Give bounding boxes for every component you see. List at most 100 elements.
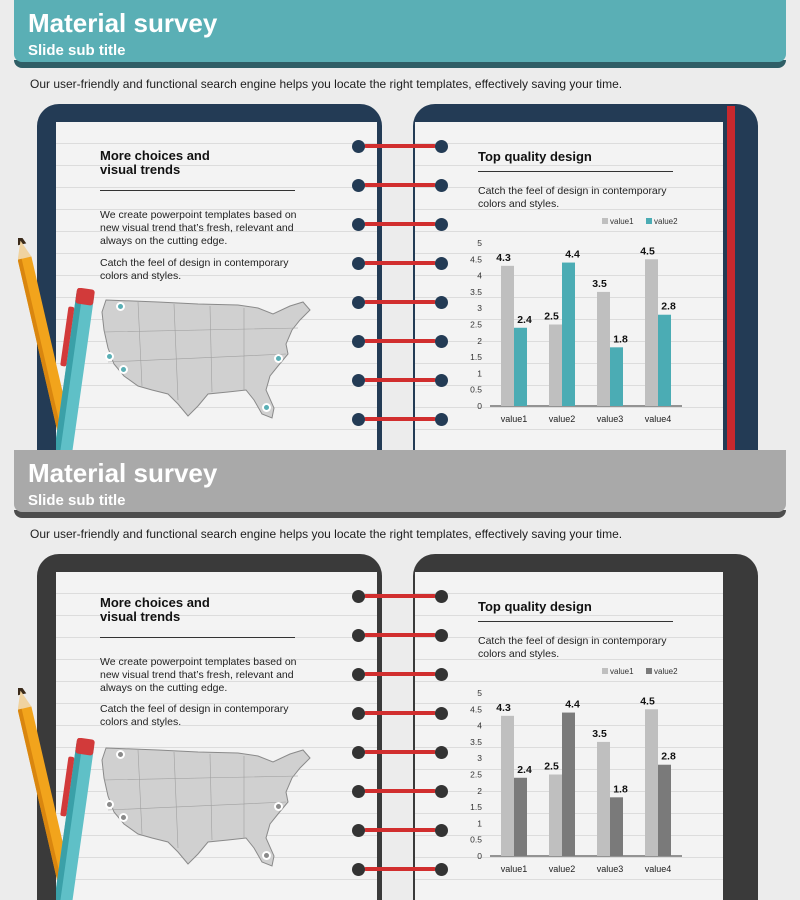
y-tick-label: 0 (477, 401, 482, 411)
left-paragraph-2-line1: Catch the feel of design in contemporary (100, 257, 289, 269)
legend-swatch (646, 668, 652, 674)
bar (549, 324, 562, 406)
data-label: 2.5 (544, 311, 559, 323)
right-heading: Top quality design (478, 599, 592, 614)
spiral-wire (364, 300, 436, 304)
left-heading: More choices and visual trends (100, 596, 210, 624)
spiral-wire (364, 633, 436, 637)
y-tick-label: 4 (477, 721, 482, 731)
legend-swatch (646, 218, 652, 224)
left-heading-line2: visual trends (100, 162, 181, 177)
data-label: 2.4 (517, 764, 532, 776)
data-label: 2.5 (544, 761, 559, 773)
x-tick-label: value3 (597, 414, 624, 424)
spiral-ring (435, 590, 448, 603)
title-banner-band: Material survey Slide sub title (14, 0, 786, 62)
spiral-ring (435, 374, 448, 387)
spiral-wire (364, 828, 436, 832)
bar (610, 347, 623, 406)
map-pin-icon (105, 800, 114, 809)
data-label: 3.5 (592, 278, 607, 290)
y-tick-label: 2 (477, 336, 482, 346)
bar (610, 797, 623, 856)
map-pin-icon (105, 352, 114, 361)
map-pin-icon (262, 403, 271, 412)
map-pin-icon (274, 802, 283, 811)
spiral-wire (364, 711, 436, 715)
spiral-ring (352, 374, 365, 387)
spiral-ring (352, 179, 365, 192)
data-label: 2.8 (661, 751, 676, 763)
y-tick-label: 2.5 (470, 770, 482, 780)
left-heading-rule (100, 637, 295, 638)
spiral-ring (435, 668, 448, 681)
left-heading-line2: visual trends (100, 609, 181, 624)
map-pin-icon (116, 750, 125, 759)
spiral-wire (364, 672, 436, 676)
data-label: 1.8 (613, 783, 628, 795)
legend-label: value2 (654, 217, 678, 226)
spiral-wire (364, 183, 436, 187)
spiral-wire (364, 594, 436, 598)
right-paragraph-line1: Catch the feel of design in contemporary (478, 635, 667, 647)
spiral-ring (352, 590, 365, 603)
pen-icon (56, 738, 95, 900)
legend-label: value1 (610, 667, 634, 676)
data-label: 1.8 (613, 333, 628, 345)
spiral-ring (435, 746, 448, 759)
data-label: 4.4 (565, 249, 580, 261)
x-tick-label: value4 (645, 864, 672, 874)
legend-swatch (602, 668, 608, 674)
title-banner-band: Material survey Slide sub title (14, 450, 786, 512)
map-pin-icon (274, 354, 283, 363)
spiral-ring (352, 746, 365, 759)
right-heading-rule (478, 621, 673, 622)
left-paragraph-1-line2: new visual trend that’s fresh, relevant … (100, 222, 294, 234)
y-tick-label: 1.5 (470, 352, 482, 362)
spiral-wire (364, 261, 436, 265)
left-paragraph-1-line2: new visual trend that’s fresh, relevant … (100, 669, 294, 681)
y-tick-label: 5 (477, 238, 482, 248)
y-tick-label: 1.5 (470, 802, 482, 812)
title-banner-shadow (14, 510, 786, 518)
legend-label: value1 (610, 217, 634, 226)
x-tick-label: value4 (645, 414, 672, 424)
spiral-ring (352, 335, 365, 348)
left-paragraph-1-line1: We create powerpoint templates based on (100, 209, 297, 221)
spiral-wire (364, 339, 436, 343)
data-label: 3.5 (592, 728, 607, 740)
y-tick-label: 1 (477, 368, 482, 378)
y-tick-label: 3 (477, 303, 482, 313)
bar-chart-svg: value1 value2 0 0.5 1 1.5 2 2.5 3 3.5 4 4.5 5 4.3 2.4 v… (470, 217, 682, 424)
spiral-ring (435, 413, 448, 426)
intro-text: Our user-friendly and functional search … (30, 527, 623, 541)
spiral-ring (435, 140, 448, 153)
spiral-ring (435, 257, 448, 270)
map-pin-icon (262, 851, 271, 860)
data-label: 4.3 (496, 702, 511, 714)
slide-1: Material survey Slide sub title Our user… (0, 0, 800, 450)
right-heading-rule (478, 171, 673, 172)
spiral-ring (435, 824, 448, 837)
bookmark-ribbon (727, 106, 735, 450)
y-tick-label: 2.5 (470, 320, 482, 330)
bar (562, 262, 575, 406)
left-heading-rule (100, 190, 295, 191)
right-paragraph-line2: colors and styles. (478, 648, 560, 660)
spiral-ring (352, 296, 365, 309)
right-paragraph-line1: Catch the feel of design in contemporary (478, 185, 667, 197)
notebook-page-left (56, 122, 377, 450)
title-banner: Material survey Slide sub title (14, 0, 786, 68)
y-tick-label: 2 (477, 786, 482, 796)
x-tick-label: value3 (597, 864, 624, 874)
bar-chart: value1 value2 0 0.5 1 1.5 2 2.5 3 3.5 4 4.5 5 4.3 2.4 v… (450, 215, 690, 440)
bar (549, 774, 562, 856)
y-tick-label: 4 (477, 271, 482, 281)
spiral-ring (352, 668, 365, 681)
left-paragraph-2-line2: colors and styles. (100, 716, 182, 728)
x-tick-label: value2 (549, 864, 576, 874)
bar (645, 709, 658, 856)
intro-text: Our user-friendly and functional search … (30, 77, 623, 91)
y-tick-label: 0.5 (470, 385, 482, 395)
title-banner: Material survey Slide sub title (14, 450, 786, 518)
